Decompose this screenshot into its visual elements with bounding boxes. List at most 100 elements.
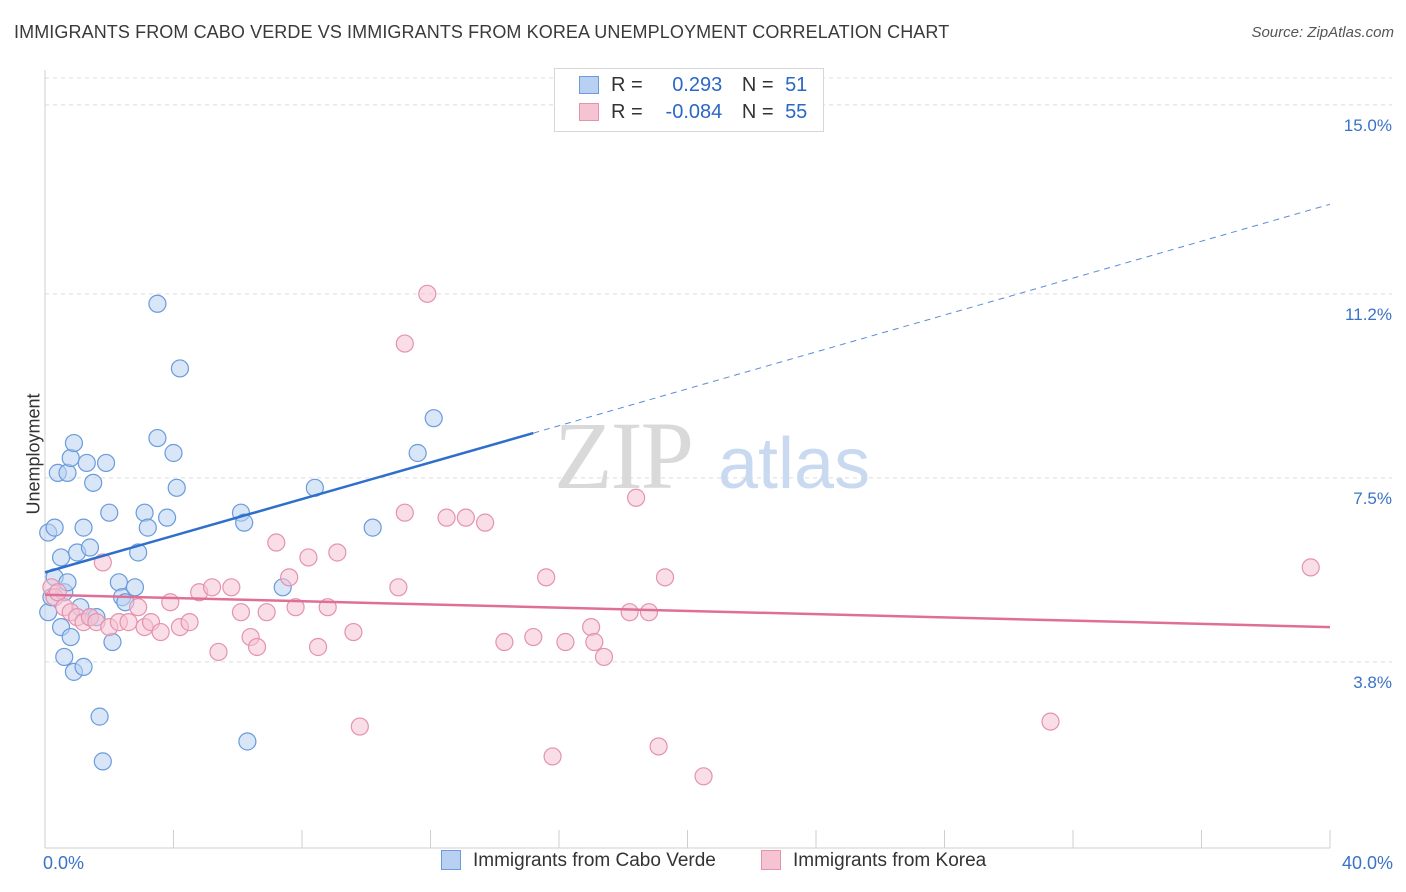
legend-n-value-2: 55 <box>785 101 808 123</box>
point-korea <box>231 603 251 622</box>
point-korea <box>202 578 222 597</box>
bottom-legend-label-2: Immigrants from Korea <box>793 850 987 871</box>
trend-line-cabo-verde <box>44 431 534 574</box>
legend-swatch-pink <box>579 103 599 121</box>
point-korea <box>655 568 675 587</box>
point-cabo-verde <box>93 752 112 771</box>
point-cabo-verde <box>235 513 254 532</box>
point-cabo-verde <box>80 538 100 557</box>
watermark-zip: ZIP <box>554 402 692 509</box>
point-korea <box>437 508 456 527</box>
point-cabo-verde <box>84 473 103 492</box>
trend-line-korea <box>44 593 1331 629</box>
point-korea <box>649 737 668 756</box>
point-korea <box>556 632 575 652</box>
point-korea <box>308 637 328 657</box>
legend-r-value-1: 0.293 <box>672 74 723 96</box>
y-axis-label: Unemployment <box>23 393 44 515</box>
point-korea <box>395 503 414 522</box>
bottom-legend-swatch-blue <box>441 850 461 870</box>
legend-n-value-1: 51 <box>785 74 808 96</box>
trend-layer <box>44 203 1331 629</box>
point-cabo-verde <box>125 578 145 597</box>
point-korea <box>456 508 475 527</box>
bottom-legend-cabo-verde: Immigrants from Cabo Verde <box>441 850 716 872</box>
point-korea <box>418 284 437 303</box>
point-korea <box>267 533 286 552</box>
point-cabo-verde <box>170 359 190 378</box>
point-cabo-verde <box>61 627 80 647</box>
point-korea <box>344 622 363 642</box>
bottom-legend-swatch-pink <box>761 850 781 870</box>
point-cabo-verde <box>109 573 128 592</box>
y-tick-label: 7.5% <box>1353 489 1392 508</box>
point-korea <box>222 578 241 597</box>
point-korea <box>257 603 276 622</box>
point-cabo-verde <box>157 508 177 527</box>
points-layer <box>39 284 1320 786</box>
legend-r-value-2: -0.084 <box>665 101 723 123</box>
y-tick-label: 11.2% <box>1345 305 1392 324</box>
point-korea <box>129 598 148 617</box>
point-cabo-verde <box>148 428 167 448</box>
grid-layer <box>45 77 1392 663</box>
legend-n-label-2: N = <box>741 101 774 123</box>
point-cabo-verde <box>424 409 443 428</box>
chart-title: IMMIGRANTS FROM CABO VERDE VS IMMIGRANTS… <box>14 22 950 42</box>
point-korea <box>495 632 514 652</box>
point-korea <box>328 543 347 562</box>
axis-layer: 3.8% 7.5% 11.2% 15.0% 0.0% 40.0% <box>43 70 1393 873</box>
trend-line-cabo-verde-extension <box>533 203 1331 434</box>
point-korea <box>582 617 601 637</box>
point-korea <box>639 603 659 622</box>
point-cabo-verde <box>77 453 96 473</box>
point-korea <box>180 613 199 632</box>
point-cabo-verde <box>61 448 80 468</box>
point-cabo-verde <box>148 294 167 313</box>
y-tick-label: 3.8% <box>1353 673 1392 692</box>
legend-row-cabo-verde: R = 0.293 N = 51 <box>579 74 807 100</box>
point-korea <box>1301 558 1320 577</box>
point-korea <box>1041 712 1060 731</box>
point-korea <box>476 513 495 532</box>
point-cabo-verde <box>96 453 116 473</box>
point-cabo-verde <box>164 443 183 463</box>
point-korea <box>524 627 543 647</box>
point-korea <box>620 603 639 622</box>
y-tick-label: 15.0% <box>1344 116 1392 135</box>
point-korea <box>247 637 267 657</box>
point-cabo-verde <box>100 503 119 522</box>
legend-r-label-2: R = <box>611 101 643 123</box>
point-cabo-verde <box>363 518 382 537</box>
point-cabo-verde <box>103 632 122 652</box>
x-tick-label: 0.0% <box>43 853 84 873</box>
point-cabo-verde <box>74 518 93 537</box>
point-korea <box>543 747 562 766</box>
source-label: Source: ZipAtlas.com <box>1251 24 1394 41</box>
point-cabo-verde <box>167 478 186 497</box>
legend-r-label-1: R = <box>611 74 643 96</box>
point-korea <box>389 578 408 597</box>
point-korea <box>119 613 138 632</box>
point-cabo-verde <box>55 647 74 667</box>
watermark: ZIP atlas <box>554 402 870 509</box>
point-korea <box>209 642 228 662</box>
legend-n-label-1: N = <box>741 74 774 96</box>
legend-row-korea: R = -0.084 N = 55 <box>579 101 807 127</box>
point-cabo-verde <box>45 518 64 537</box>
point-cabo-verde <box>135 503 154 522</box>
stats-legend: R = 0.293 N = 51 R = -0.084 N = 55 <box>554 68 824 132</box>
bottom-legend-korea: Immigrants from Korea <box>761 850 986 872</box>
legend-swatch-blue <box>579 76 599 94</box>
point-korea <box>161 593 180 612</box>
point-cabo-verde <box>64 433 84 453</box>
point-cabo-verde <box>58 463 77 482</box>
watermark-atlas: atlas <box>718 424 870 504</box>
bottom-legend-label-1: Immigrants from Cabo Verde <box>473 850 716 871</box>
point-cabo-verde <box>238 732 257 751</box>
point-korea <box>626 488 646 507</box>
point-korea <box>395 334 414 353</box>
point-korea <box>350 717 369 736</box>
point-korea <box>151 622 170 642</box>
